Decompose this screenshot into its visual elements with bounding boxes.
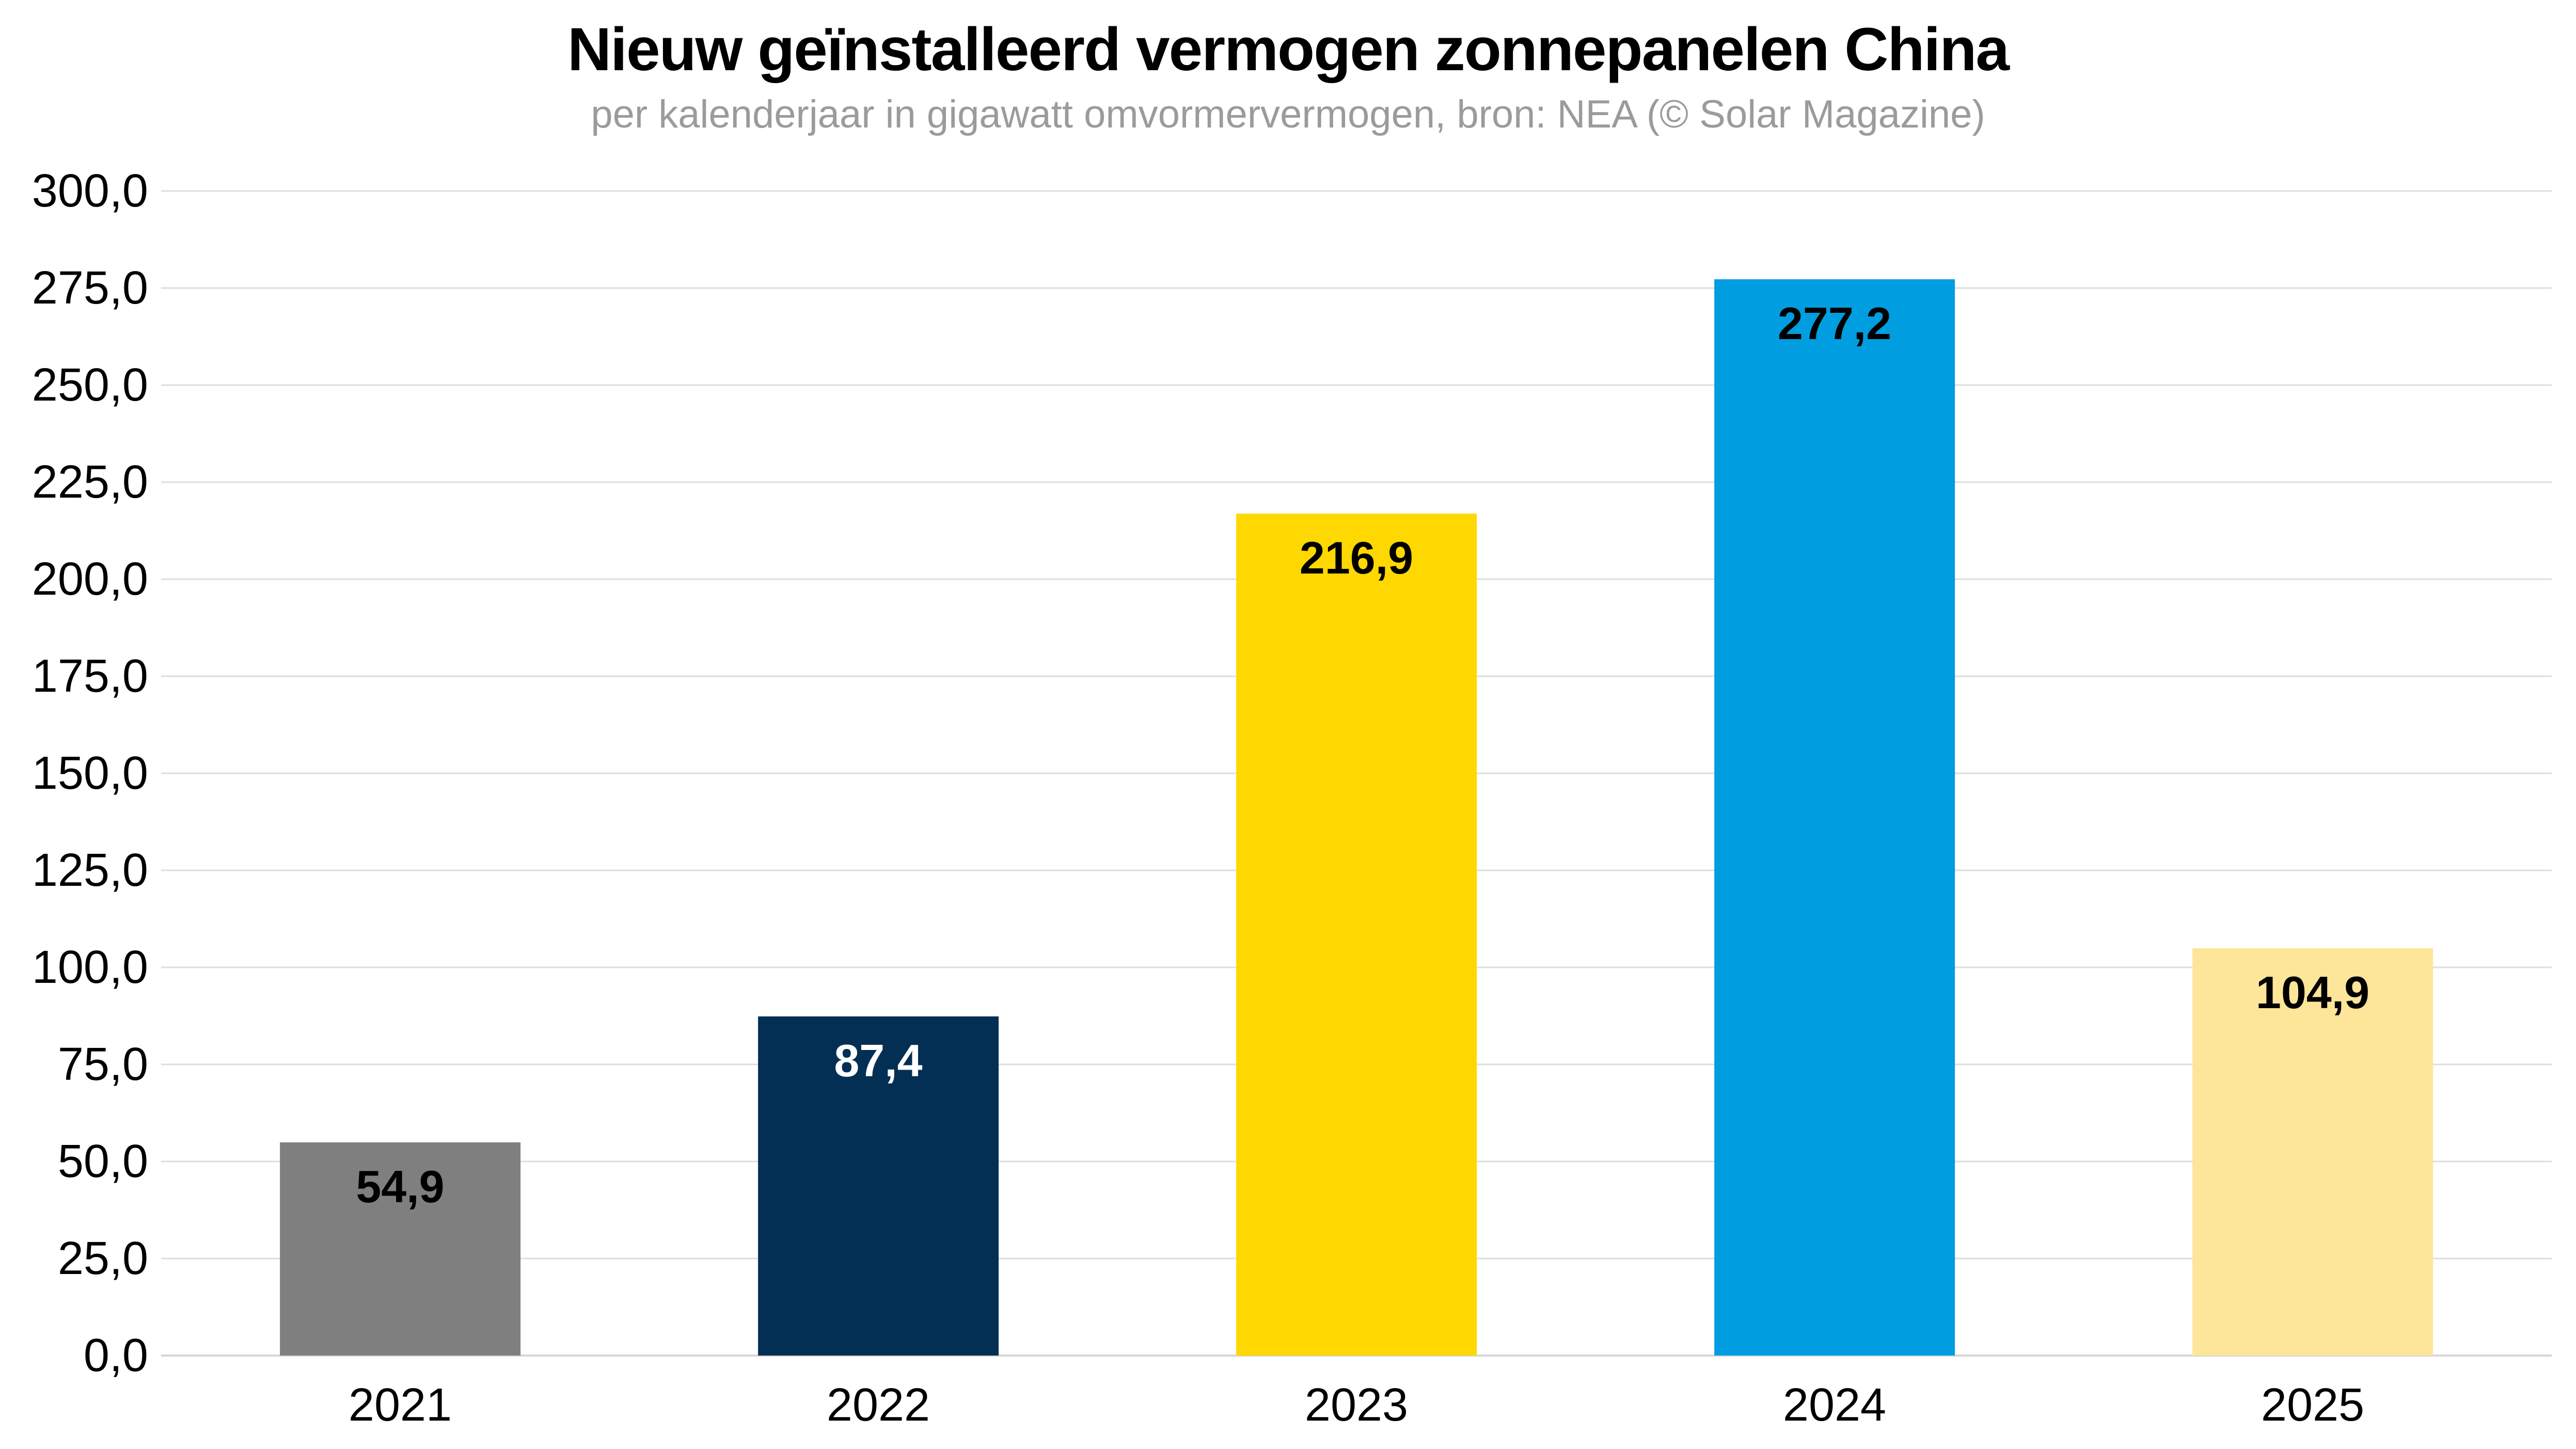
- bar-slot-2025: 104,9: [2074, 191, 2552, 1356]
- y-tick-label-100,0: 100,0: [31, 942, 148, 993]
- y-tick-label-75,0: 75,0: [57, 1039, 148, 1090]
- gridline-275,0: [161, 287, 2552, 289]
- y-tick-label-125,0: 125,0: [31, 845, 148, 896]
- x-tick-label-2024: 2024: [1782, 1379, 1887, 1431]
- chart-title: Nieuw geïnstalleerd vermogen zonnepanele…: [567, 15, 2010, 84]
- y-axis: 300,0 275,0 250,0 225,0 200,0 175,0 150,0 125,0…: [0, 168, 148, 1379]
- gridline-300,0: [161, 190, 2552, 192]
- y-tick-label-25,0: 25,0: [57, 1233, 148, 1284]
- chart-subtitle: per kalenderjaar in gigawatt omvormerver…: [591, 92, 1985, 136]
- bar-slot-2022: 87,4: [639, 191, 1117, 1356]
- bar-2021: 54,9: [280, 1142, 520, 1356]
- gridline-0,0: [161, 1355, 2552, 1357]
- gridline-225,0: [161, 481, 2552, 483]
- bar-value-label-2023: 216,9: [1299, 532, 1414, 583]
- bar-2025: 104,9: [2192, 948, 2433, 1356]
- bar-value-label-2021: 54,9: [356, 1161, 445, 1213]
- x-tick-label-2021: 2021: [348, 1379, 452, 1431]
- bar-slot-2023: 216,9: [1117, 191, 1595, 1356]
- x-tick-label-2022: 2022: [826, 1379, 930, 1431]
- bar-value-label-2022: 87,4: [834, 1034, 923, 1086]
- y-tick-label-200,0: 200,0: [31, 553, 148, 605]
- y-tick-label-275,0: 275,0: [31, 262, 148, 314]
- x-tick-label-2025: 2025: [2261, 1379, 2365, 1431]
- plot-area: 54,9 87,4 216,9 277,2 104,9: [161, 190, 2552, 1357]
- y-tick-label-175,0: 175,0: [31, 650, 148, 702]
- x-tick-label-2023: 2023: [1304, 1379, 1409, 1431]
- bar-2022: 87,4: [758, 1016, 999, 1356]
- bar-slot-2024: 277,2: [1595, 191, 2074, 1356]
- bar-2024: 277,2: [1714, 279, 1955, 1356]
- y-tick-label-250,0: 250,0: [31, 359, 148, 411]
- bar-slot-2021: 54,9: [161, 191, 639, 1356]
- gridline-250,0: [161, 384, 2552, 386]
- bar-2023: 216,9: [1236, 513, 1477, 1356]
- y-tick-label-300,0: 300,0: [31, 165, 148, 217]
- y-tick-label-150,0: 150,0: [31, 747, 148, 799]
- y-tick-label-50,0: 50,0: [57, 1136, 148, 1187]
- y-tick-label-225,0: 225,0: [31, 456, 148, 508]
- x-axis: 2021 2022 2023 2024 2025: [161, 1377, 2552, 1439]
- bar-value-label-2024: 277,2: [1777, 298, 1892, 349]
- bar-value-label-2025: 104,9: [2255, 967, 2370, 1018]
- y-tick-label-0,0: 0,0: [83, 1330, 148, 1381]
